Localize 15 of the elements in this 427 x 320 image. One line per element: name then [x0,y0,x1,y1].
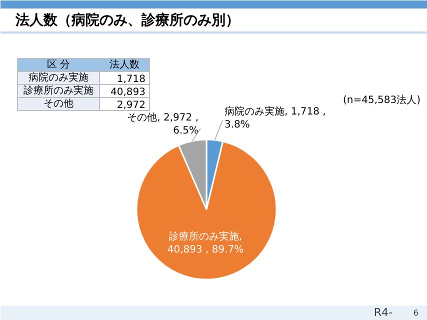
category-label: 病院のみ実施 [28,72,88,84]
category-label: 診療所のみ実施 [24,84,94,96]
text: (n=45,583法人) [342,94,421,106]
chart-title: 法人数（病院のみ、診療所のみ別） [14,12,240,28]
data-label: 2,972 [116,100,146,111]
category-label: その他 [44,98,74,110]
text: R4- [374,306,393,319]
text: 法人数 [110,58,140,70]
text: 6 [413,308,419,318]
data-label: 診療所のみ実施, 40,893 , 89.7% [167,230,244,256]
text: 区 分 [46,58,70,70]
data-label: その他, 2,972 , 6.5% [127,111,198,137]
data-label: 病院のみ実施, 1,718 , 3.8% [224,105,326,131]
data-label: 1,718 [116,74,146,85]
data-label: 40,893 [110,87,146,98]
